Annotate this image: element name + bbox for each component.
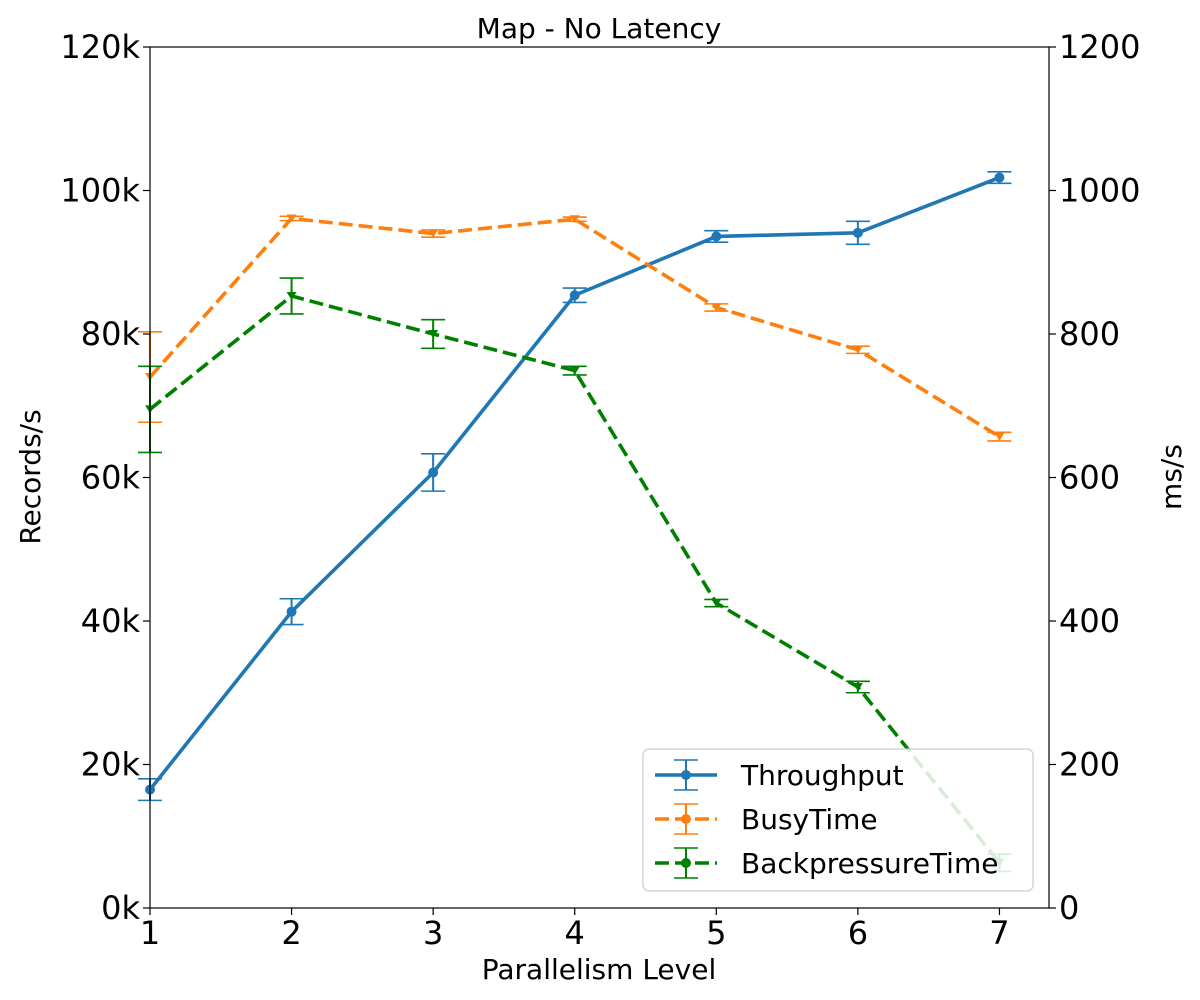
data-point	[711, 231, 722, 242]
y2-tick-label: 800	[1059, 315, 1120, 353]
legend-items: Throughput BusyTime BackpressureTime	[655, 759, 998, 880]
y2-tick-label: 0	[1059, 889, 1079, 927]
legend-label: Throughput	[740, 759, 904, 792]
y-tick-label: 100k	[60, 172, 140, 210]
legend-swatch-marker	[681, 858, 691, 868]
y2-tick-label: 600	[1059, 459, 1120, 497]
data-point	[286, 214, 297, 223]
legend-label: BusyTime	[741, 803, 878, 836]
data-point	[428, 229, 439, 238]
series-line-busytime	[148, 216, 1001, 439]
legend-item-throughput: Throughput	[655, 759, 904, 792]
y2-tick-label: 1000	[1059, 172, 1140, 210]
x-tick-label: 6	[848, 914, 868, 952]
y2-tick-label: 400	[1059, 602, 1120, 640]
data-point	[569, 366, 580, 375]
data-point	[994, 172, 1005, 183]
data-point	[286, 291, 297, 300]
data-point	[428, 467, 439, 478]
x-tick-label: 2	[281, 914, 301, 952]
legend-box	[642, 748, 1034, 892]
x-tick-label: 7	[989, 914, 1009, 952]
x-tick-label: 5	[706, 914, 726, 952]
series-busytime	[138, 214, 1012, 442]
y2-tick-label: 200	[1059, 746, 1120, 784]
legend-item-backpressuretime: BackpressureTime	[655, 847, 998, 880]
data-point	[428, 330, 439, 338]
y-tick-label: 20k	[81, 746, 141, 784]
data-point	[852, 345, 863, 354]
data-point	[852, 683, 863, 692]
chart-title: Map - No Latency	[477, 12, 722, 45]
data-point	[569, 215, 580, 224]
y-tick-label: 0k	[101, 889, 140, 927]
series-layer	[138, 171, 1012, 873]
x-axis-label: Parallelism Level	[482, 953, 716, 986]
y-tick-label: 60k	[81, 459, 141, 497]
y2-axis-label: ms/s	[1155, 444, 1188, 510]
legend: Throughput BusyTime BackpressureTime	[642, 748, 1034, 892]
data-point	[852, 227, 863, 238]
legend-label: BackpressureTime	[741, 847, 998, 880]
data-point	[569, 290, 580, 301]
x-tick-label: 4	[565, 914, 585, 952]
data-point	[286, 606, 297, 617]
x-tick-label: 3	[423, 914, 443, 952]
data-point	[994, 432, 1005, 441]
y2-tick-label: 1200	[1059, 28, 1140, 66]
data-point	[711, 599, 722, 608]
y-tick-label: 40k	[81, 602, 141, 640]
series-line-throughput	[148, 175, 1001, 791]
y-tick-label: 80k	[81, 315, 141, 353]
legend-item-busytime: BusyTime	[655, 803, 878, 836]
y-tick-label: 120k	[60, 28, 140, 66]
y-axis-label: Records/s	[14, 409, 47, 544]
series-throughput	[138, 171, 1012, 802]
ticks-layer: 1 2 3 4 5 6 7 0k 20k 40k 60k 80k 100k 120k 0 200 400 600 8…	[60, 28, 1140, 952]
legend-swatch-marker	[681, 770, 691, 780]
x-tick-label: 1	[140, 914, 160, 952]
legend-swatch-marker	[681, 814, 691, 824]
data-point	[711, 303, 722, 312]
